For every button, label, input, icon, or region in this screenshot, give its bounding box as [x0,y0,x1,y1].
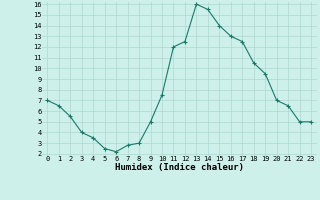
X-axis label: Humidex (Indice chaleur): Humidex (Indice chaleur) [115,163,244,172]
